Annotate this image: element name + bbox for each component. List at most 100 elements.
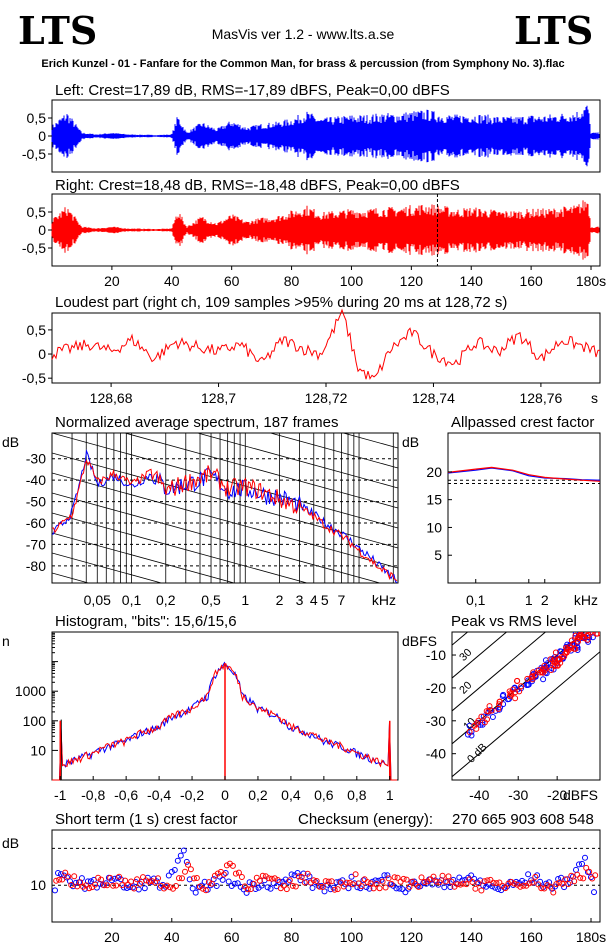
short-term-right-point (119, 882, 126, 889)
short-term-left-point (288, 871, 295, 878)
short-term-left-point (309, 885, 316, 891)
short-term-right-point (116, 873, 123, 880)
short-term-right-point (520, 882, 527, 889)
left-waveform-ytick-label: 0,5 (27, 110, 47, 126)
histogram-ylabel: n (2, 633, 10, 649)
short-term-right-point (122, 877, 129, 884)
short-term-left-point (240, 886, 247, 893)
short-term-right-point (502, 885, 509, 892)
peak-rms-ytick-label: -10 (426, 647, 446, 663)
short-term-right-point (454, 881, 461, 888)
short-term-right-point (394, 874, 401, 881)
short-term-left-point (189, 885, 196, 892)
short-term-left-point (234, 880, 241, 887)
allpass-ytick-label: 15 (426, 492, 442, 508)
short-term-right-point (316, 883, 323, 890)
peak-rms-xunit: dBFS (563, 787, 598, 803)
short-term-left-point (576, 861, 582, 868)
short-term-right-point (101, 882, 108, 889)
short-term-left-point (225, 878, 232, 885)
right-waveform-ytick-label: -0,5 (22, 240, 46, 256)
peak-rms-right-point (478, 713, 485, 720)
spectrum-ylabel: dB (2, 434, 19, 450)
short-term-right-point (463, 881, 470, 888)
short-term-right-point (152, 879, 158, 886)
short-term-left-point (591, 889, 597, 896)
short-term-right-point (478, 887, 485, 894)
short-term-right-point (125, 881, 132, 888)
peak-rms-left-point (550, 666, 557, 673)
short-term-right-point (274, 877, 281, 883)
short-term-left-point (192, 889, 199, 896)
peak-rms-right-point (548, 667, 555, 673)
short-term-right-point (283, 886, 290, 893)
short-term-right-point (95, 874, 102, 881)
peak-rms-right-point (568, 637, 575, 644)
short-term-right-point (538, 885, 545, 892)
short-term-left-point (264, 884, 271, 891)
spectrum-slope-line (196, 433, 398, 489)
short-term-right-point (505, 880, 512, 887)
short-term-right-point (442, 878, 449, 885)
spectrum-slope-line (52, 572, 90, 583)
short-term-right-point (445, 873, 452, 880)
short-term-right-point (107, 874, 114, 881)
short-term-left-point (429, 881, 436, 888)
short-term-left-point (285, 878, 292, 885)
histogram-xtick-label: 0,6 (314, 787, 334, 803)
time-xtick-label: 80 (284, 273, 300, 289)
short-term-right-point (421, 879, 428, 885)
peak-rms-right-point (514, 678, 520, 684)
short-term-left-point (393, 885, 400, 892)
peak-rms-right-point (552, 649, 559, 656)
peak-rms-right-point (542, 665, 549, 672)
short-term-left-point (177, 852, 184, 859)
spectrum-slope-line (52, 472, 398, 569)
short-term-right-point (280, 882, 287, 889)
peak-rms-frame (451, 631, 601, 781)
peak-rms-right-point (550, 657, 557, 664)
short-term-right-point (556, 879, 563, 886)
short-term-left-point (579, 860, 585, 867)
allpass-ylabel: dB (402, 434, 419, 450)
right-waveform-ytick-label: 0,5 (27, 204, 47, 220)
short-term-right-point (358, 883, 365, 890)
short-term-right-point (74, 883, 81, 890)
short-term-right-point (544, 882, 551, 889)
short-term-left-point (207, 882, 214, 889)
spectrum-xtick-label: 0,1 (122, 592, 142, 608)
short-term-right-point (583, 864, 590, 871)
short-term-left-point (345, 885, 352, 892)
short-term-left-point (414, 882, 421, 889)
peak-rms-right-point (475, 717, 482, 724)
short-term-right-point (376, 885, 383, 892)
short-term-right-point (517, 883, 524, 890)
short-term-left-point (52, 887, 58, 894)
short-term-left-point (396, 885, 403, 892)
short-term-left-point (129, 884, 136, 891)
short-term-right-point (322, 878, 329, 885)
loudest-xtick-label: 128,68 (90, 390, 133, 406)
short-term-right-point (532, 873, 539, 880)
spectrum-slope-line (52, 512, 309, 583)
left-waveform-trace (51, 105, 600, 167)
spectrum-ytick-label: -30 (26, 451, 46, 467)
histogram-xtick-label: -0,2 (180, 787, 204, 803)
spectrum-slope-line (52, 532, 236, 583)
short-term-xtick-label: 180s (576, 929, 606, 945)
spectrum-xunit: kHz (372, 592, 396, 608)
short-term-right-point (490, 879, 497, 886)
histogram-xtick-label: 0,8 (347, 787, 367, 803)
short-term-left-point (123, 885, 130, 891)
short-term-right-point (62, 869, 69, 876)
allpass-xtick-label: 0,1 (466, 592, 486, 608)
short-term-left-point (300, 870, 307, 877)
short-term-ytick-label: 10 (30, 877, 46, 893)
spectrum-xtick-label: 0,5 (201, 592, 221, 608)
short-term-right-point (292, 883, 299, 890)
short-term-right-point (571, 878, 578, 885)
short-term-left-point (366, 885, 373, 892)
spectrum-title: Normalized average spectrum, 187 frames (55, 414, 339, 431)
spectrum-xtick-label: 7 (338, 592, 346, 608)
